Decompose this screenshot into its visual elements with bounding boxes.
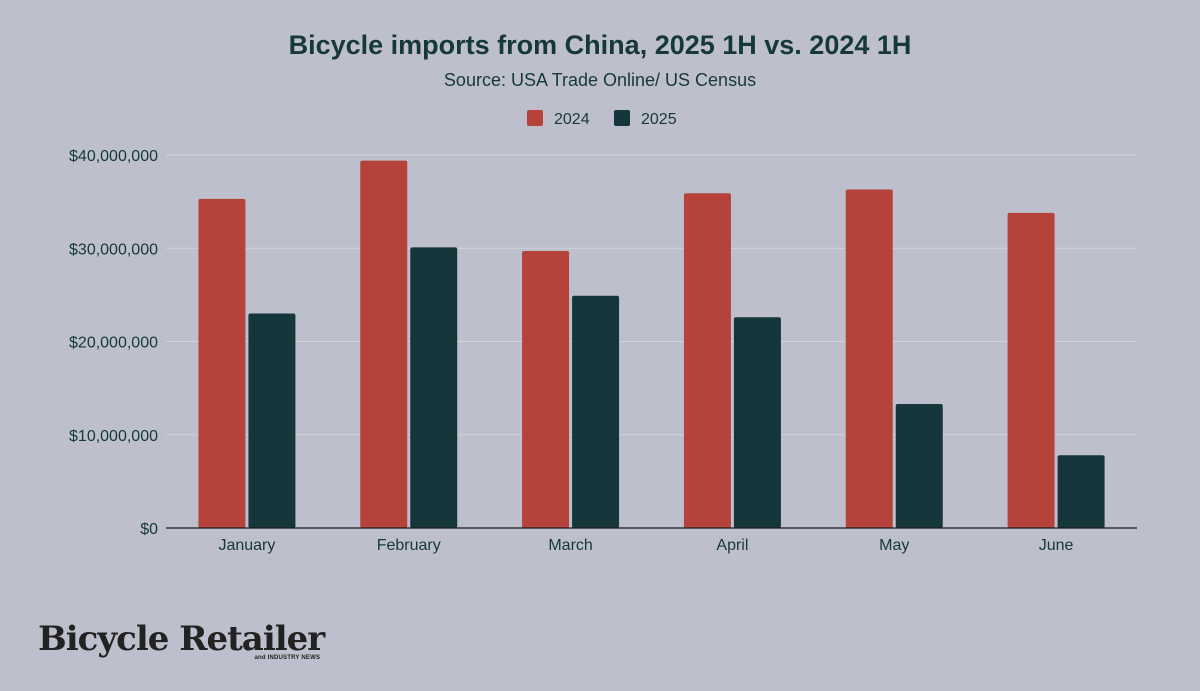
chart-subtitle: Source: USA Trade Online/ US Census: [443, 70, 757, 90]
bar-2024-february: [360, 160, 408, 528]
y-tick-label: $20,000,000: [69, 335, 158, 352]
x-tick-label: May: [879, 537, 909, 554]
x-tick-label: February: [377, 537, 441, 554]
y-tick-label: $0: [140, 521, 158, 538]
x-tick-label: January: [218, 537, 275, 554]
bar-2025-february: [410, 247, 458, 528]
legend-label-2024: 2024: [554, 111, 590, 128]
bar-2024-may: [845, 189, 893, 528]
bar-2025-may: [895, 403, 943, 528]
y-tick-label: $10,000,000: [69, 428, 158, 445]
legend-swatch-2025: [614, 110, 630, 126]
x-tick-label: June: [1039, 537, 1074, 554]
bar-2025-january: [248, 313, 296, 528]
bar-2025-march: [572, 295, 620, 528]
bicycle-retailer-logo: Bicycle Retailer and INDUSTRY NEWS: [38, 619, 325, 661]
x-tick-label: March: [548, 537, 592, 554]
y-tick-label: $30,000,000: [69, 241, 158, 258]
legend-swatch-2024: [527, 110, 543, 126]
bar-2025-june: [1057, 455, 1105, 528]
logo-sub-text: and INDUSTRY NEWS: [254, 655, 321, 661]
bar-2024-march: [522, 251, 570, 529]
bar-2025-april: [733, 317, 781, 528]
legend-label-2025: 2025: [641, 111, 677, 128]
bar-2024-january: [198, 198, 246, 528]
x-tick-label: April: [716, 537, 748, 554]
bar-2024-june: [1007, 212, 1055, 528]
bar-2024-april: [683, 193, 731, 529]
logo-main-text: Bicycle Retailer: [38, 619, 325, 659]
chart-title: Bicycle imports from China, 2025 1H vs. …: [288, 30, 912, 60]
y-tick-label: $40,000,000: [69, 148, 158, 165]
